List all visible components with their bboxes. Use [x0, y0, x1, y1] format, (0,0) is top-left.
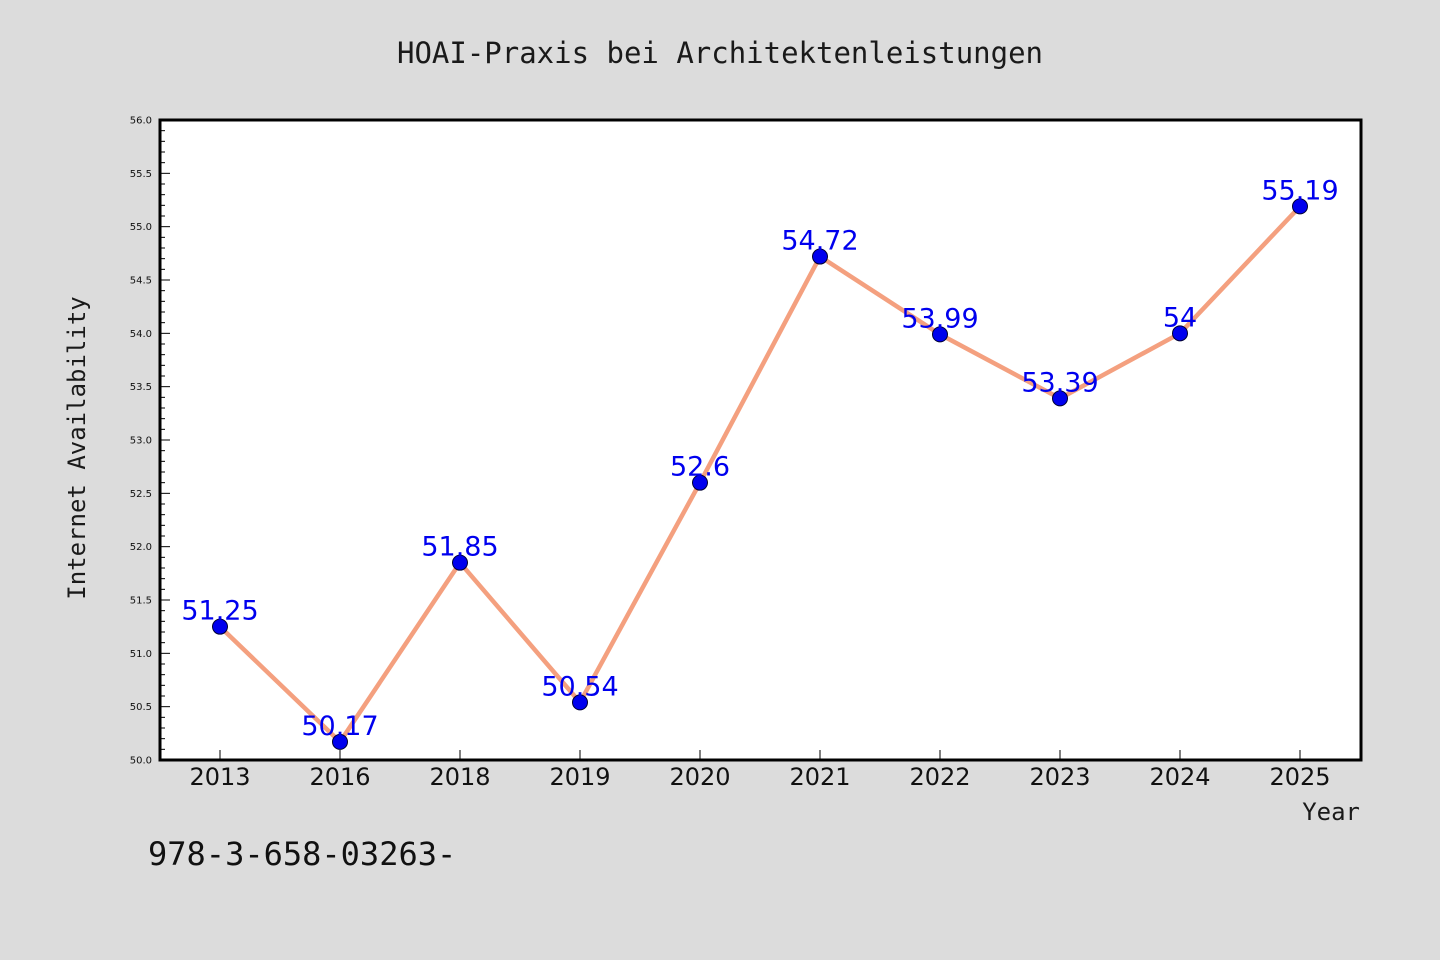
- y-axis-label: Internet Availability: [63, 296, 91, 599]
- x-axis: 2013 2016 2018 2019 2020 2021 2022 2023 2024 2025: [189, 750, 1331, 791]
- y-tick-label: 50.0: [130, 756, 152, 767]
- y-tick-label: 53.5: [130, 382, 152, 393]
- x-tick-label: 2013: [189, 763, 250, 791]
- data-label: 53.39: [1021, 367, 1098, 398]
- data-label: 50.54: [541, 671, 618, 702]
- y-tick-label: 51.5: [130, 596, 152, 607]
- y-tick-label: 50.5: [130, 702, 152, 713]
- data-point: [692, 474, 708, 491]
- data-point: [1172, 325, 1188, 342]
- series-points-group: [212, 198, 1308, 750]
- data-point: [332, 733, 348, 750]
- data-label: 54: [1163, 302, 1197, 333]
- x-tick-label: 2018: [429, 763, 490, 791]
- chart-title: HOAI-Praxis bei Architektenleistungen: [397, 36, 1043, 70]
- data-point: [212, 618, 228, 635]
- data-point: [932, 326, 948, 343]
- data-labels-group: 51.25 50.17 51.85 50.54 52.6 54.72 53.99 53.39 5…: [181, 175, 1338, 741]
- series-line-group: [217, 204, 1303, 745]
- x-tick-label: 2021: [789, 763, 850, 791]
- y-tick-label: 53.0: [130, 436, 152, 447]
- data-point: [452, 554, 468, 571]
- y-tick-label: 56.0: [130, 116, 152, 127]
- y-tick-label: 55.0: [130, 222, 152, 233]
- x-tick-label: 2019: [549, 763, 610, 791]
- series-line: [217, 204, 1303, 745]
- data-point: [812, 248, 828, 265]
- y-tick-label: 52.5: [130, 489, 152, 500]
- y-tick-label: 55.5: [130, 169, 152, 180]
- y-axis: 50.0 50.5 51.0 51.5 52.0 52.5 53.0 53.5 54.0 54.5…: [130, 116, 170, 767]
- data-label: 52.6: [670, 452, 730, 483]
- x-tick-label: 2016: [309, 763, 370, 791]
- x-tick-label: 2025: [1269, 763, 1330, 791]
- y-tick-label: 54.5: [130, 276, 152, 287]
- x-axis-label: Year: [1302, 798, 1360, 826]
- y-tick-label: 51.0: [130, 649, 152, 660]
- x-tick-label: 2024: [1149, 763, 1210, 791]
- data-point: [1052, 390, 1068, 407]
- data-label: 50.17: [301, 711, 378, 742]
- data-point: [572, 694, 588, 711]
- plot-area: [158, 118, 1363, 762]
- x-tick-label: 2022: [909, 763, 970, 791]
- data-label: 55.19: [1261, 175, 1338, 206]
- isbn-footer: 978-3-658-03263-: [148, 835, 456, 873]
- data-label: 53.99: [901, 303, 978, 334]
- data-label: 51.85: [421, 532, 498, 563]
- x-tick-label: 2020: [669, 763, 730, 791]
- data-label: 51.25: [181, 596, 258, 627]
- data-point: [1292, 198, 1308, 215]
- y-tick-label: 54.0: [130, 329, 152, 340]
- x-tick-label: 2023: [1029, 763, 1090, 791]
- y-tick-label: 52.0: [130, 542, 152, 553]
- data-label: 54.72: [781, 226, 858, 257]
